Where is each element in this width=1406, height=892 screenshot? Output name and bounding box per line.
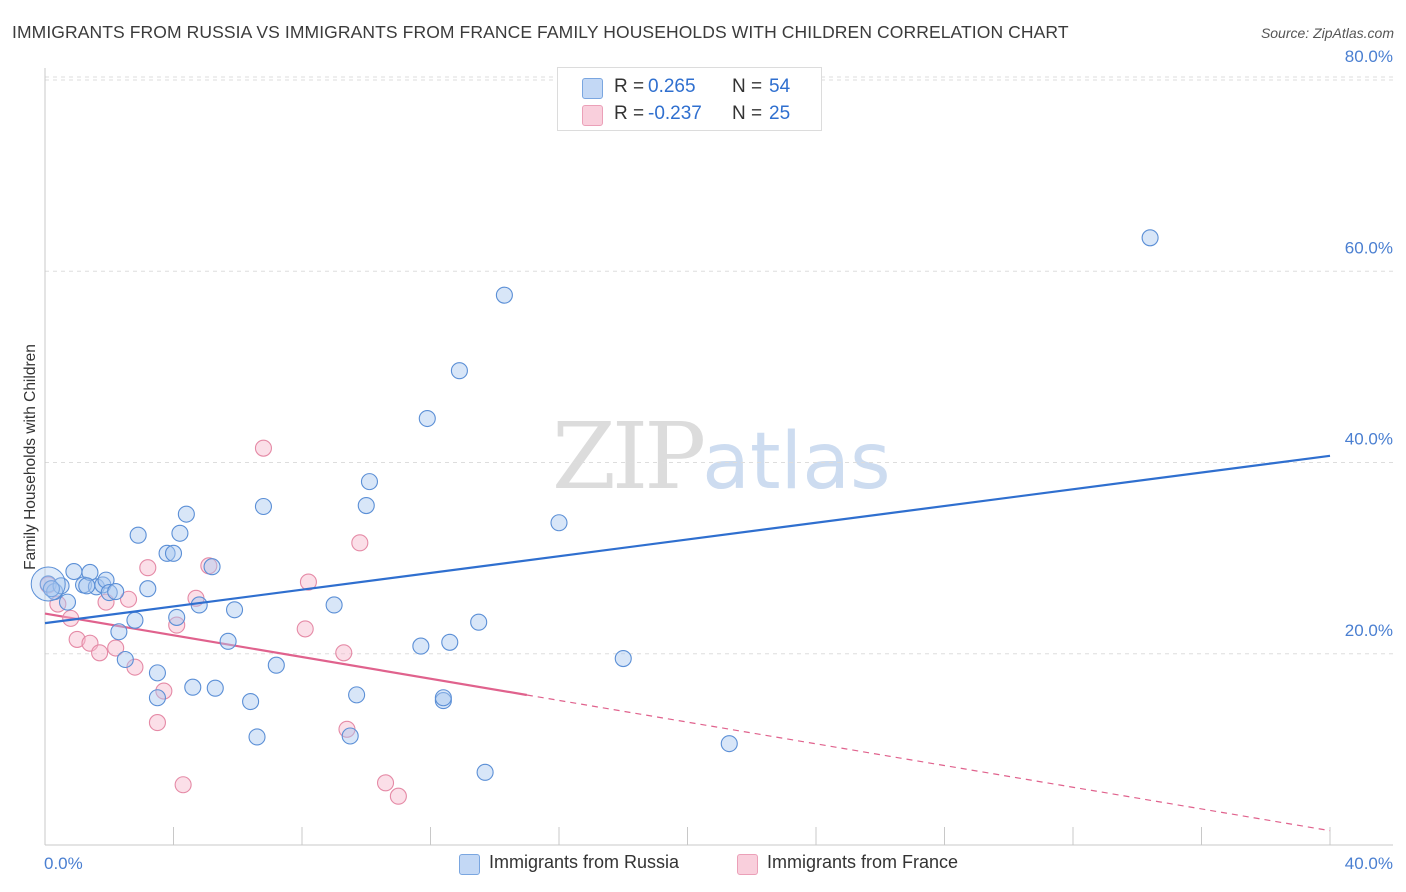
russia-point-45 [470, 613, 488, 631]
france-point-10 [139, 559, 157, 577]
russia-point-53 [78, 577, 96, 595]
y-tick-label-60: 60.0% [1345, 238, 1393, 257]
legend-r-value: -0.237 [648, 103, 702, 124]
source-label: Source: ZipAtlas.com [1260, 25, 1394, 41]
russia-point-27 [206, 679, 224, 697]
france-point-23 [376, 774, 395, 792]
france-point-8 [119, 590, 138, 608]
france-point-3 [68, 630, 86, 648]
chart-title: IMMIGRANTS FROM RUSSIA VS IMMIGRANTS FRO… [12, 22, 1069, 42]
france-point-12 [155, 682, 173, 700]
russia-point-49 [614, 649, 632, 668]
axes [44, 68, 1393, 846]
russia-point-43 [441, 633, 459, 651]
russia-point-37 [357, 496, 375, 515]
russia-point-32 [254, 497, 273, 516]
russia-point-17 [148, 689, 166, 707]
france-point-7 [107, 639, 125, 657]
russia-point-6 [81, 563, 99, 582]
france-point-14 [174, 776, 192, 794]
russia-point-46 [476, 763, 494, 781]
legend-n-value: 25 [769, 103, 791, 124]
russia-point-10 [100, 583, 118, 602]
legend-r-value: 0.265 [648, 76, 696, 97]
russia-point-48 [550, 514, 568, 532]
france-point-6 [97, 593, 115, 611]
points-russia [30, 229, 1159, 781]
france-point-22 [351, 534, 369, 552]
bottom-swatch-france [737, 854, 758, 875]
legend-n-value: 54 [769, 76, 791, 97]
legend-r-label: R = [614, 103, 645, 124]
russia-point-47 [495, 286, 513, 304]
russia-point-33 [267, 656, 285, 674]
tick-labels: 20.0% 40.0% 60.0% 80.0% 0.0% 40.0% [44, 47, 1393, 873]
russia-point-38 [360, 473, 379, 491]
france-point-19 [296, 620, 314, 638]
france-point-24 [389, 787, 407, 805]
grid-lines [45, 76, 1393, 655]
russia-point-28 [219, 632, 237, 650]
stats-legend: R = 0.265 N = 54 R = -0.237 N = 25 [557, 67, 822, 131]
russia-point-16 [139, 580, 157, 598]
russia-point-36 [348, 686, 366, 704]
france-point-18 [299, 573, 317, 591]
russia-point-25 [190, 596, 208, 614]
legend-swatch-france [582, 105, 603, 126]
y-axis-label: Family Households with Children [22, 344, 39, 570]
trend-france-dashed [526, 694, 1331, 832]
russia-point-19 [158, 544, 176, 562]
russia-point-34 [325, 596, 343, 614]
russia-point-21 [168, 608, 186, 626]
y-tick-label-40: 40.0% [1345, 430, 1393, 449]
russia-point-44 [450, 362, 468, 380]
trend-line-france [44, 612, 1331, 832]
russia-point-13 [116, 650, 134, 669]
russia-point-20 [164, 544, 183, 562]
russia-point-26 [203, 558, 221, 576]
russia-point-14 [126, 611, 144, 629]
france-point-5 [91, 644, 109, 662]
russia-point-22 [171, 524, 189, 542]
y-tick-label-80: 80.0% [1345, 47, 1393, 66]
x-tick-label-min: 0.0% [44, 854, 83, 873]
russia-point-42 [434, 689, 452, 707]
legend-swatch-russia [582, 78, 603, 99]
bottom-legend-russia-label: Immigrants from Russia [489, 852, 680, 872]
russia-point-12 [110, 623, 128, 641]
russia-point-35 [341, 727, 359, 745]
trend-russia-line [44, 454, 1331, 625]
france-point-11 [148, 714, 166, 732]
x-tick-label-max: 40.0% [1345, 854, 1393, 873]
bottom-legend-france-label: Immigrants from France [767, 852, 959, 872]
russia-point-50 [720, 735, 738, 753]
zipatlas-watermark: ZIPatlas [552, 403, 891, 510]
russia-point-11 [107, 583, 125, 601]
russia-point-40 [418, 409, 436, 428]
russia-point-51 [1141, 229, 1159, 247]
russia-point-29 [225, 601, 244, 619]
y-tick-label-20: 20.0% [1345, 621, 1393, 640]
france-point-20 [335, 644, 353, 662]
russia-point-3 [58, 593, 77, 611]
russia-point-39 [412, 637, 430, 655]
france-point-17 [254, 439, 273, 457]
watermark-zip: ZIP [552, 403, 706, 510]
legend-n-label: N = [732, 76, 763, 97]
bottom-swatch-russia [459, 854, 480, 875]
russia-point-4 [65, 562, 83, 581]
legend-n-label: N = [732, 103, 763, 124]
russia-point-23 [177, 505, 195, 523]
russia-point-24 [184, 678, 202, 696]
russia-point-52 [42, 580, 60, 598]
russia-point-31 [248, 728, 266, 746]
legend-r-label: R = [614, 76, 645, 97]
russia-point-cluster [30, 566, 66, 602]
russia-point-18 [148, 664, 166, 682]
russia-point-30 [242, 693, 260, 711]
russia-point-15 [129, 526, 147, 544]
trend-line-russia [44, 454, 1331, 625]
